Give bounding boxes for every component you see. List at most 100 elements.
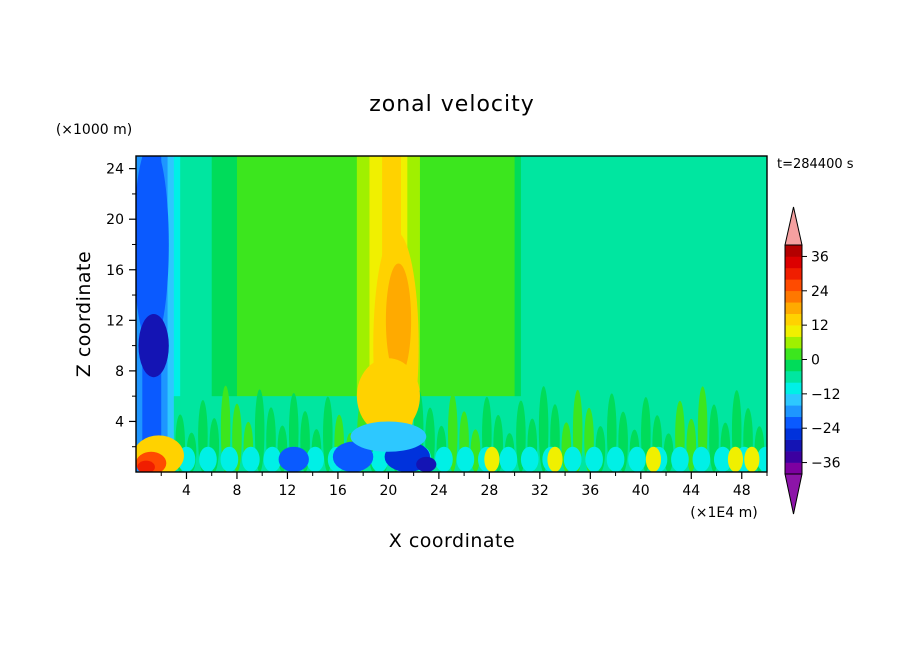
field-column [161,156,169,472]
x-tick-label: 24 [430,483,448,499]
warm-spot [484,446,500,472]
field-column [735,156,743,472]
x-tick-label: 44 [682,483,700,499]
near-surface-eddy [263,446,282,472]
field-column [438,156,446,472]
near-surface-eddy [435,446,453,472]
field-column [445,156,453,472]
contour-field [136,156,767,472]
field-column [312,156,320,472]
field-column [224,156,232,472]
warm-spot [645,446,661,472]
colorbar-swatch [785,245,802,257]
field-column [426,156,434,472]
field-column [577,156,585,472]
field-column [501,156,509,472]
y-tick-label: 20 [106,212,124,228]
left-jet [136,156,169,346]
near-surface-eddy [499,446,518,472]
warm-spot [744,446,760,472]
field-column [363,156,371,472]
field-column [754,156,762,472]
field-column [533,156,541,472]
field-column [684,156,692,472]
field-column [584,156,591,472]
velocity-features [136,156,767,472]
colorbar-tick-label: 0 [811,353,820,369]
field-column [199,156,207,472]
chart-title: zonal velocity [369,92,535,117]
field-column [300,156,307,472]
field-column [760,156,767,472]
field-column [546,156,554,472]
plot-frame [135,155,768,473]
colorbar-swatch [785,370,802,383]
near-surface-eddy [370,446,389,472]
field-column [325,156,333,472]
colorbar: 36 24 12 0 −12 −24 −36 [784,206,841,515]
field-column [697,156,705,472]
field-column [621,156,629,472]
blue-shelf [350,421,427,452]
field-column [634,156,642,472]
colorbar-swatch [785,462,802,475]
field-column [691,156,699,472]
colorbar-swatch [785,313,802,326]
field-column [722,156,730,472]
y-tick-label: 24 [106,162,124,178]
field-column [167,156,175,472]
field-column [287,156,295,472]
colorbar-over-arrow [784,206,803,246]
x-unit-label: (×1E4 m) [690,505,757,521]
blue-core [278,446,309,472]
colorbar-swatch [785,439,802,452]
x-axis: 4 8 12 16 20 24 28 32 36 40 44 48 [160,472,768,499]
field-column [457,156,465,472]
field-column [205,156,213,472]
x-tick-label: 20 [379,483,397,499]
field-column [262,156,270,472]
near-surface-eddy [456,446,475,472]
near-surface-eddy [585,446,603,472]
field-column [306,156,314,472]
field-column [748,156,755,472]
field-column [495,156,503,472]
near-surface-eddy [671,446,689,472]
colorbar-tick-label: −24 [811,421,841,437]
central-plume-base [356,358,420,435]
field-column [369,156,377,472]
blue-core [416,456,437,472]
field-column [211,156,219,472]
field-column [173,156,181,472]
field-column [344,156,352,472]
colorbar-tick-label: 12 [811,318,829,334]
colorbar-tick-label: −12 [811,387,841,403]
colorbar-tick-label: 24 [811,284,829,300]
colorbar-swatch [785,416,802,429]
field-column [356,156,364,472]
warm-spot [547,446,563,472]
x-tick-label: 4 [182,483,191,499]
field-column [489,156,497,472]
field-column [565,156,572,472]
y-unit-label: (×1000 m) [56,122,132,138]
central-plume-core [385,263,412,378]
x-tick-label: 36 [581,483,599,499]
field-column [703,156,711,472]
field-column [419,156,427,472]
field-column [659,156,667,472]
field-column [729,156,737,472]
colorbar-swatch [785,451,802,463]
colorbar-swatch [785,405,802,418]
near-surface-eddy [563,446,582,472]
y-tick-label: 4 [115,414,124,430]
field-column [337,156,345,472]
y-axis: 4 8 12 16 20 24 [106,162,136,448]
field-column [218,156,225,472]
colorbar-swatch [785,325,802,337]
near-surface-eddy [242,446,260,472]
near-surface-eddy [628,446,646,472]
x-tick-label: 16 [329,483,347,499]
left-jet-core [138,314,169,378]
field-column [647,156,655,472]
